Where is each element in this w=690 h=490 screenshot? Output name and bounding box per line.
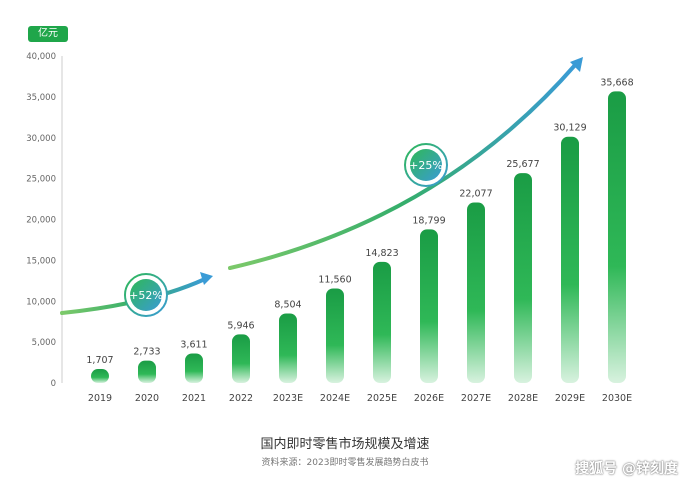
growth-arrows bbox=[60, 57, 583, 315]
bar-value-label: 35,668 bbox=[600, 77, 633, 88]
bar-value-label: 22,077 bbox=[459, 189, 492, 200]
growth-badge-2: +25% bbox=[404, 143, 448, 187]
bar bbox=[326, 288, 344, 383]
x-tick-label: 2020 bbox=[135, 393, 159, 404]
bar bbox=[608, 91, 626, 384]
growth-arrow-2-head bbox=[570, 57, 583, 72]
y-tick-label: 20,000 bbox=[26, 216, 56, 226]
unit-badge: 亿元 bbox=[28, 26, 68, 42]
watermark: 搜狐号 @锌刻度 bbox=[575, 461, 678, 477]
x-tick-label: 2019 bbox=[88, 393, 112, 404]
growth-arrow-1-head bbox=[200, 272, 213, 285]
bar bbox=[467, 202, 485, 383]
bar-value-label: 2,733 bbox=[133, 347, 160, 358]
y-tick-label: 30,000 bbox=[26, 134, 56, 144]
y-tick-label: 10,000 bbox=[26, 297, 56, 307]
chart-source: 资料来源：2023即时零售发展趋势白皮书 bbox=[261, 458, 429, 468]
x-tick-label: 2021 bbox=[182, 393, 206, 404]
x-tick-label: 2024E bbox=[320, 393, 350, 404]
x-tick-label: 2028E bbox=[508, 393, 538, 404]
x-tick-label: 2026E bbox=[414, 393, 444, 404]
bar bbox=[561, 136, 579, 383]
bar-value-label: 30,129 bbox=[553, 123, 586, 134]
bar bbox=[232, 334, 250, 383]
growth-badges: +52% +25% bbox=[124, 143, 448, 317]
x-tick-label: 2022 bbox=[229, 393, 253, 404]
y-tick-label: 5,000 bbox=[32, 338, 56, 348]
x-tick-label: 2025E bbox=[367, 393, 397, 404]
y-tick-label: 35,000 bbox=[26, 93, 56, 103]
bar bbox=[185, 353, 203, 383]
y-tick-label: 25,000 bbox=[26, 175, 56, 185]
bar-value-label: 25,677 bbox=[506, 159, 539, 170]
growth-badge-1: +52% bbox=[124, 273, 168, 317]
growth-badge-1-label: +52% bbox=[129, 289, 163, 302]
bar bbox=[138, 360, 156, 383]
x-tick-label: 2027E bbox=[461, 393, 491, 404]
bar bbox=[279, 313, 297, 383]
bar bbox=[373, 261, 391, 383]
bar-value-label: 5,946 bbox=[227, 320, 254, 331]
x-tick-label: 2030E bbox=[602, 393, 632, 404]
y-axis: 0 5,000 10,000 15,000 20,000 25,000 30,000 35,0… bbox=[26, 52, 63, 389]
growth-badge-2-label: +25% bbox=[409, 159, 443, 172]
bar-value-label: 3,611 bbox=[180, 339, 207, 350]
y-tick-label: 40,000 bbox=[26, 52, 56, 62]
bar-value-label: 11,560 bbox=[318, 274, 351, 285]
x-tick-label: 2023E bbox=[273, 393, 303, 404]
bar bbox=[420, 229, 438, 383]
bar-value-label: 14,823 bbox=[365, 248, 398, 259]
bar-value-label: 18,799 bbox=[412, 215, 445, 226]
bar-value-label: 1,707 bbox=[86, 355, 113, 366]
bar bbox=[514, 173, 532, 383]
bars: 1,707 2019 2,733 2020 3,611 2021 5,946 2022 8,50… bbox=[86, 77, 633, 404]
bar-value-label: 8,504 bbox=[274, 299, 301, 310]
y-tick-label: 0 bbox=[51, 379, 56, 389]
growth-arrow-2 bbox=[228, 62, 578, 270]
bar bbox=[91, 369, 109, 383]
chart-title: 国内即时零售市场规模及增速 bbox=[260, 437, 430, 452]
y-tick-label: 15,000 bbox=[26, 256, 56, 266]
x-tick-label: 2029E bbox=[555, 393, 585, 404]
